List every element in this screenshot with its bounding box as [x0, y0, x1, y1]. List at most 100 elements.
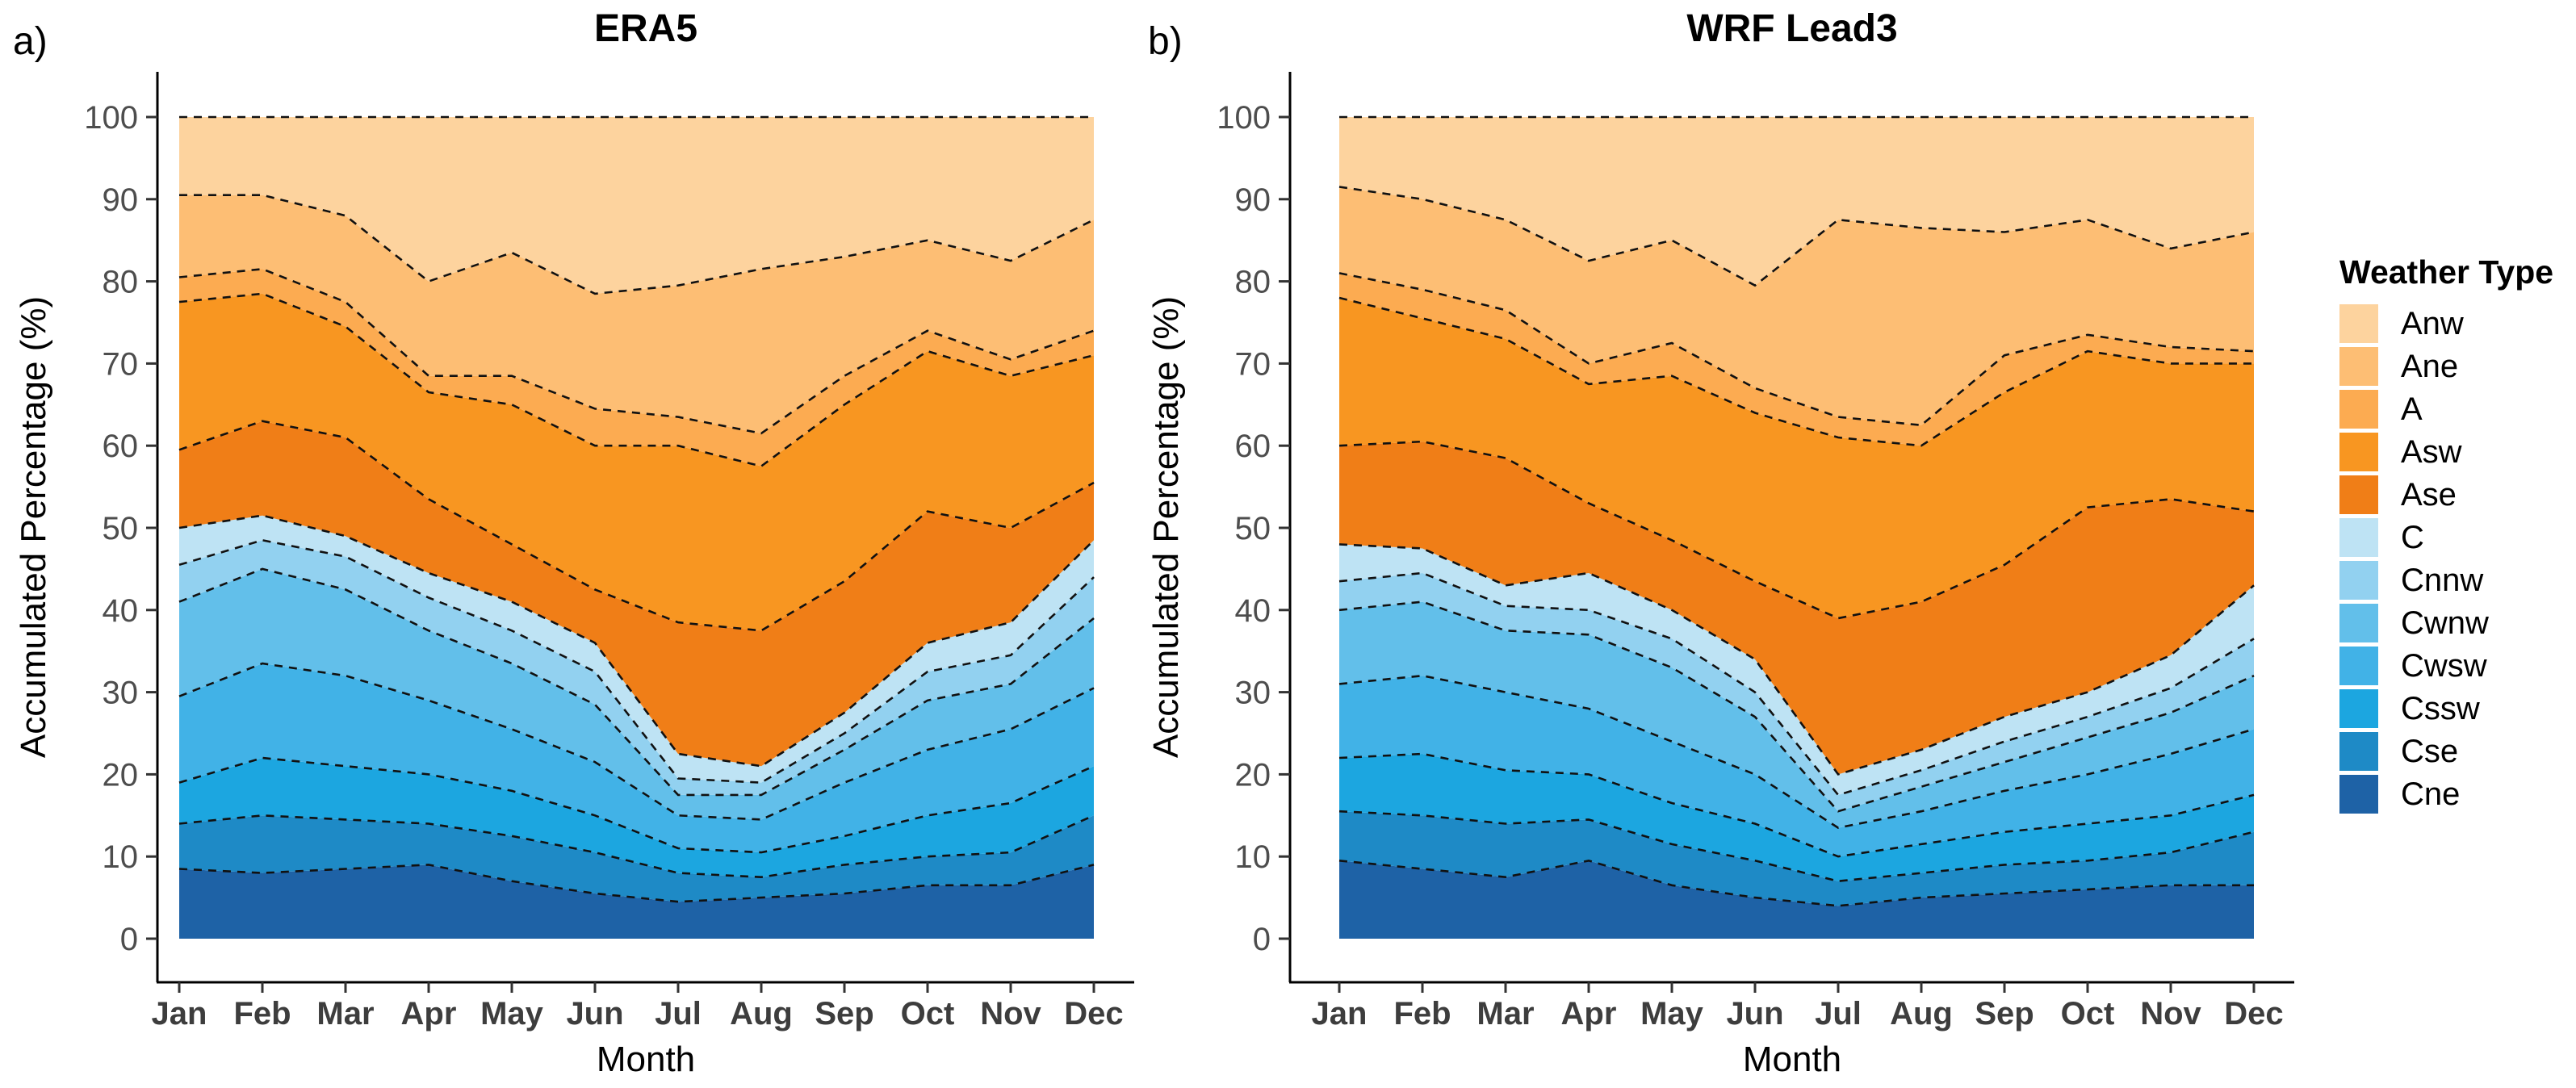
legend-swatch-Ane — [2339, 347, 2378, 386]
panel-a-x-axis-title: Month — [596, 1040, 696, 1079]
area-band-Anw-panel-a — [179, 117, 1094, 294]
boundary-line-top-of-Cse — [178, 814, 1095, 879]
x-tick-label-Jul: Jul — [1815, 996, 1862, 1032]
boundary-line-top-of-A — [1338, 272, 2255, 427]
x-tick-label-Feb: Feb — [1393, 996, 1451, 1032]
y-tick-label-40: 40 — [1235, 593, 1271, 629]
x-tick-label-Apr: Apr — [401, 996, 457, 1032]
x-tick-label-Aug: Aug — [730, 996, 793, 1032]
x-tick-label-Jan: Jan — [152, 996, 207, 1032]
boundary-line-top-of-Cne — [1338, 859, 2254, 907]
y-tick-label-60: 60 — [1235, 429, 1271, 464]
panel-a-y-axis-title: Accumulated Percentage (%) — [14, 295, 53, 759]
area-band-Cwsw-panel-a — [179, 663, 1094, 853]
y-tick-label-90: 90 — [103, 182, 139, 218]
y-tick-label-50: 50 — [103, 511, 139, 546]
legend: Weather Type Anw Ane A Asw Ase C Cnnw Cwnw Cwsw C… — [2339, 253, 2553, 818]
legend-label-Asw: Asw — [2401, 433, 2462, 470]
legend-label-Cssw: Cssw — [2401, 690, 2480, 726]
legend-title: Weather Type — [2339, 253, 2554, 291]
area-band-Ase-panel-a — [179, 421, 1094, 767]
area-band-Ane-panel-b — [1339, 186, 2254, 425]
y-tick-label-30: 30 — [103, 676, 139, 711]
x-tick-label-Jan: Jan — [1312, 996, 1368, 1032]
area-band-Cse-panel-b — [1339, 811, 2254, 906]
x-tick-label-Oct: Oct — [2061, 996, 2115, 1032]
boundary-line-top-of-Cwsw — [178, 662, 1095, 821]
legend-item-Asw: Asw — [2339, 433, 2553, 471]
area-band-Ase-panel-b — [1339, 441, 2254, 775]
panel-b-x-axis-title: Month — [1742, 1040, 1842, 1079]
y-tick-label-40: 40 — [103, 593, 139, 629]
legend-label-Cwnw: Cwnw — [2401, 605, 2489, 641]
y-tick-label-100: 100 — [1217, 100, 1271, 136]
x-tick-label-Jul: Jul — [655, 996, 702, 1032]
boundary-line-top-of-Asw — [1338, 296, 2254, 447]
boundary-line-top-of-Ane — [1338, 186, 2255, 287]
area-band-Cssw-panel-b — [1339, 754, 2254, 881]
area-band-A-panel-b — [1339, 273, 2254, 446]
boundary-line-top-of-Ane — [179, 194, 1095, 295]
y-tick-label-10: 10 — [1235, 839, 1271, 875]
boundary-line-top-of-Cssw — [1338, 752, 2255, 858]
area-band-C-panel-b — [1339, 544, 2254, 795]
area-band-Cwnw-panel-b — [1339, 601, 2254, 828]
x-tick-label-Nov: Nov — [2140, 996, 2201, 1032]
legend-item-Cssw: Cssw — [2339, 689, 2553, 728]
x-tick-label-May: May — [480, 996, 544, 1032]
y-tick-label-50: 50 — [1235, 511, 1271, 546]
legend-item-Cne: Cne — [2339, 775, 2553, 814]
y-tick-label-80: 80 — [1235, 265, 1271, 300]
x-tick-label-Nov: Nov — [980, 996, 1041, 1032]
legend-label-C: C — [2401, 519, 2424, 555]
legend-swatch-Cwnw — [2339, 604, 2378, 642]
y-tick-label-100: 100 — [84, 100, 138, 136]
legend-item-Cwsw: Cwsw — [2339, 647, 2553, 685]
area-band-Cne-panel-a — [179, 864, 1094, 939]
legend-swatch-Cne — [2339, 775, 2378, 814]
x-tick-label-Jun: Jun — [566, 996, 623, 1032]
legend-entries: Anw Ane A Asw Ase C Cnnw Cwnw Cwsw Cssw Cse Cne — [2339, 304, 2553, 814]
x-tick-label-Mar: Mar — [316, 996, 374, 1032]
y-tick-label-20: 20 — [103, 757, 139, 793]
boundary-line-top-of-Asw — [178, 292, 1095, 468]
x-tick-label-Jun: Jun — [1726, 996, 1783, 1032]
y-tick-label-70: 70 — [103, 346, 139, 382]
legend-item-Ane: Ane — [2339, 347, 2553, 386]
y-tick-label-80: 80 — [103, 265, 139, 300]
area-band-C-panel-a — [179, 515, 1094, 783]
y-tick-label-90: 90 — [1235, 182, 1271, 218]
x-tick-label-Aug: Aug — [1890, 996, 1953, 1032]
boundary-line-top-of-Cnnw — [1338, 571, 2255, 797]
area-band-Cse-panel-a — [179, 815, 1094, 902]
y-tick-label-70: 70 — [1235, 346, 1271, 382]
y-tick-label-20: 20 — [1235, 757, 1271, 793]
boundary-line-top-of-Ase — [178, 420, 1095, 632]
x-tick-label-Feb: Feb — [233, 996, 291, 1032]
legend-item-Ase: Ase — [2339, 475, 2553, 514]
legend-item-Cse: Cse — [2339, 732, 2553, 771]
boundary-line-top-of-Cssw — [178, 756, 1095, 854]
legend-label-Anw: Anw — [2401, 305, 2464, 341]
y-tick-label-10: 10 — [103, 839, 139, 875]
legend-label-Cwsw: Cwsw — [2401, 647, 2487, 684]
legend-swatch-Anw — [2339, 304, 2378, 343]
panel-b-title: WRF Lead3 — [1686, 7, 1898, 50]
boundary-line-top-of-Cne — [178, 864, 1095, 903]
legend-swatch-Cwsw — [2339, 647, 2378, 685]
panel-b-y-axis-title: Accumulated Percentage (%) — [1146, 295, 1186, 759]
y-tick-label-30: 30 — [1235, 676, 1271, 711]
x-tick-label-May: May — [1640, 996, 1704, 1032]
legend-item-Anw: Anw — [2339, 304, 2553, 343]
area-band-A-panel-a — [179, 269, 1094, 467]
area-band-Ane-panel-a — [179, 195, 1094, 433]
x-tick-label-Apr: Apr — [1561, 996, 1617, 1032]
area-band-Asw-panel-b — [1339, 298, 2254, 618]
x-tick-label-Mar: Mar — [1476, 996, 1534, 1032]
x-tick-label-Dec: Dec — [1064, 996, 1123, 1032]
y-tick-label-0: 0 — [120, 922, 138, 957]
legend-item-Cwnw: Cwnw — [2339, 604, 2553, 642]
boundary-line-top-of-Cwsw — [1338, 674, 2255, 829]
